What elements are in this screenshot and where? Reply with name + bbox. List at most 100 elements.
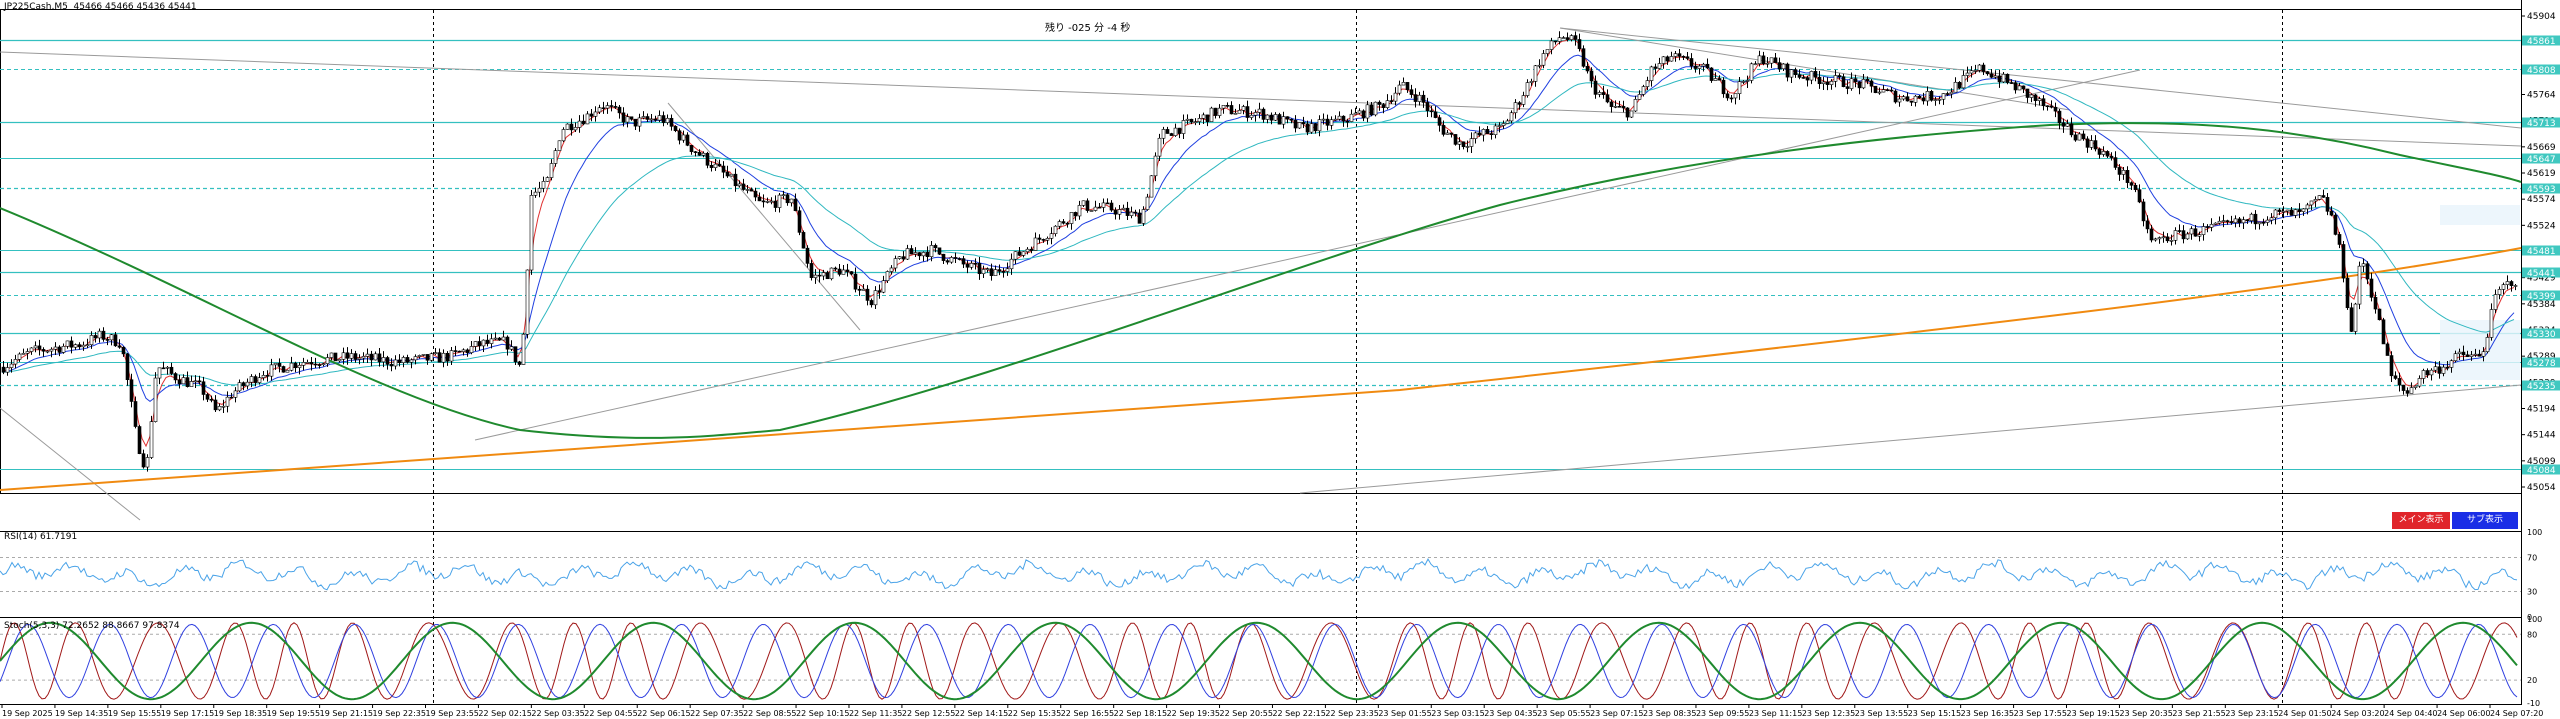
candle-body [245,381,250,387]
candle-body [1169,133,1174,136]
candle-body [2241,219,2246,224]
candle-body [961,258,966,265]
time-tick: 22 Sep 16:55 [1061,709,1114,718]
candle-body [537,187,542,193]
candle-body [489,338,494,344]
candle-body [2113,157,2118,168]
candle-body [2369,278,2374,298]
time-tick: 23 Sep 04:35 [1484,709,1537,718]
candle-body [1441,125,1446,135]
stoch-scale-label: 20 [2527,676,2537,685]
price-tick: 45574 [2527,195,2556,205]
candle-body [33,345,38,349]
candle-body [1493,125,1498,136]
candle-body [1961,75,1966,89]
candle-body [1913,95,1918,103]
candle-body [729,173,734,177]
candle-body [1945,93,1950,95]
candle-body [1853,78,1858,83]
candle-body [1153,155,1158,177]
candle-body [521,333,526,365]
level-label: 45713 [2527,119,2556,129]
candle-body [321,363,326,365]
candle-body [637,117,642,127]
candle-body [101,330,106,340]
candle-body [1389,100,1394,102]
candle-body [177,379,182,385]
candle-body [469,346,474,353]
candle-body [1233,112,1238,115]
candle-body [1329,119,1334,126]
time-tick: 24 Sep 04:40 [2384,709,2437,718]
candle-body [1425,102,1430,112]
candle-body [1773,57,1778,63]
candle-body [649,118,654,121]
candle-body [1997,75,2002,83]
candle-body [825,272,830,280]
candle-body [137,426,142,454]
price-tick: 45289 [2527,352,2556,362]
candle-body [545,177,550,182]
candle-body [1737,81,1742,94]
candle-body [773,200,778,208]
time-tick: 23 Sep 17:55 [2014,709,2067,718]
candle-body [1633,99,1638,112]
candle-body [873,290,878,306]
candle-body [249,376,254,383]
candle-body [353,353,358,360]
sub-display-button[interactable]: サブ表示 [2452,512,2518,529]
candle-body [45,350,50,353]
candle-body [1549,40,1554,50]
time-tick: 24 Sep 01:50 [2278,709,2331,718]
candle-body [1789,69,1794,78]
candle-body [1009,258,1014,270]
candle-body [993,269,998,276]
candle-body [1421,94,1426,103]
candle-body [1065,222,1070,225]
candle-body [1393,92,1398,102]
candle-body [1833,75,1838,82]
candle-body [2229,221,2234,223]
candle-body [1049,233,1054,239]
candle-body [1825,81,1830,85]
candle-body [1701,63,1706,67]
candle-body [1073,212,1078,217]
candle-body [1117,209,1122,215]
candle-body [25,351,30,354]
candle-body [2353,303,2358,332]
candle-body [1605,94,1610,103]
candle-body [557,140,562,151]
candle-body [1257,108,1262,113]
candle-body [2329,211,2334,216]
level-label-bg [2522,117,2560,128]
price-tick: 45619 [2527,169,2556,179]
level-label: 45593 [2527,185,2556,195]
candle-body [1585,66,1590,72]
candle-body [613,106,618,108]
candle-body [1941,93,1946,100]
candle-body [421,354,426,356]
candle-body [2497,289,2502,295]
candle-body [1949,91,1954,95]
candle-body [1981,64,1986,72]
candle-body [565,123,570,130]
candle-body [2513,285,2518,287]
candle-body [1521,95,1526,105]
level-label-bg [2522,380,2560,391]
candle-body [1173,127,1178,136]
candle-body [641,116,646,119]
main-display-button[interactable]: メイン表示 [2392,512,2450,529]
candle-body [1729,97,1734,100]
candle-body [2173,230,2178,241]
candle-body [2233,218,2238,223]
candle-body [1877,91,1882,94]
candle-body [1457,141,1462,145]
candle-body [1121,207,1126,210]
time-tick: 22 Sep 08:55 [743,709,796,718]
candle-body [261,375,266,378]
price-tick: 45764 [2527,91,2556,101]
level-label: 45084 [2527,466,2556,476]
candle-body [377,353,382,363]
time-tick: 22 Sep 07:35 [690,709,743,718]
